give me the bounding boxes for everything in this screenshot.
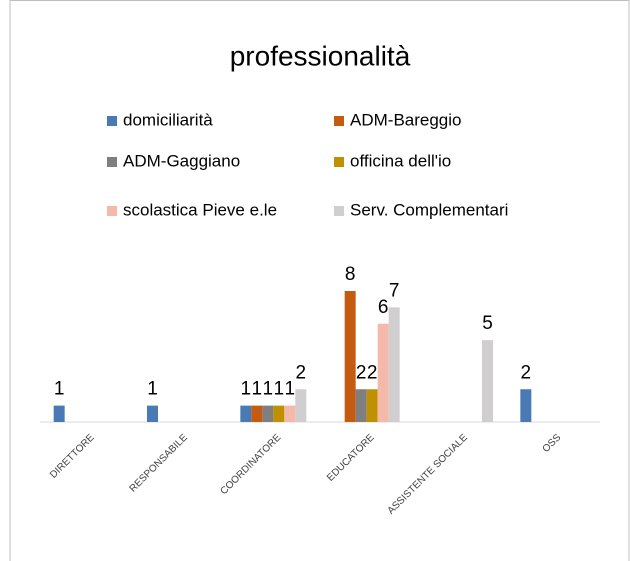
bar [273,405,285,422]
bar [251,405,263,422]
data-label: 7 [389,280,400,301]
bar [53,405,65,422]
chart-title: professionalità [230,40,411,71]
bar [482,340,493,422]
bar [147,405,158,422]
legend-label: scolastica Pieve e.le [123,200,277,219]
data-label: 1 [241,379,252,400]
data-label: 6 [378,297,389,318]
data-label: 1 [54,379,65,400]
legend-label: ADM-Bareggio [350,110,462,129]
data-label: 5 [482,313,493,334]
data-label: 2 [367,362,378,383]
legend-swatch [334,116,344,126]
bar [388,307,400,422]
data-label: 2 [296,362,307,383]
legend-swatch [334,157,344,167]
legend-swatch [107,116,117,126]
data-label: 1 [147,379,158,400]
data-label: 1 [285,379,296,400]
chart-frame [9,0,630,561]
bar [366,389,378,422]
bar [295,389,307,422]
legend-label: Serv. Complementari [350,200,508,219]
legend-label: ADM-Gaggiano [123,151,240,170]
data-label: 1 [274,379,285,400]
legend-label: officina dell'io [350,151,451,170]
data-label: 2 [521,362,532,383]
bar [284,405,296,422]
bar [344,291,356,422]
legend-label: domiciliarità [123,110,213,129]
data-label: 1 [252,379,263,400]
legend-swatch [107,206,117,216]
legend-swatch [107,157,117,167]
data-label: 2 [356,362,367,383]
bar [262,405,274,422]
bar [240,405,252,422]
bar [520,389,532,422]
bar [377,323,389,422]
bar [355,389,367,422]
data-label: 1 [263,379,274,400]
legend-swatch [334,206,344,216]
data-label: 8 [345,264,356,285]
